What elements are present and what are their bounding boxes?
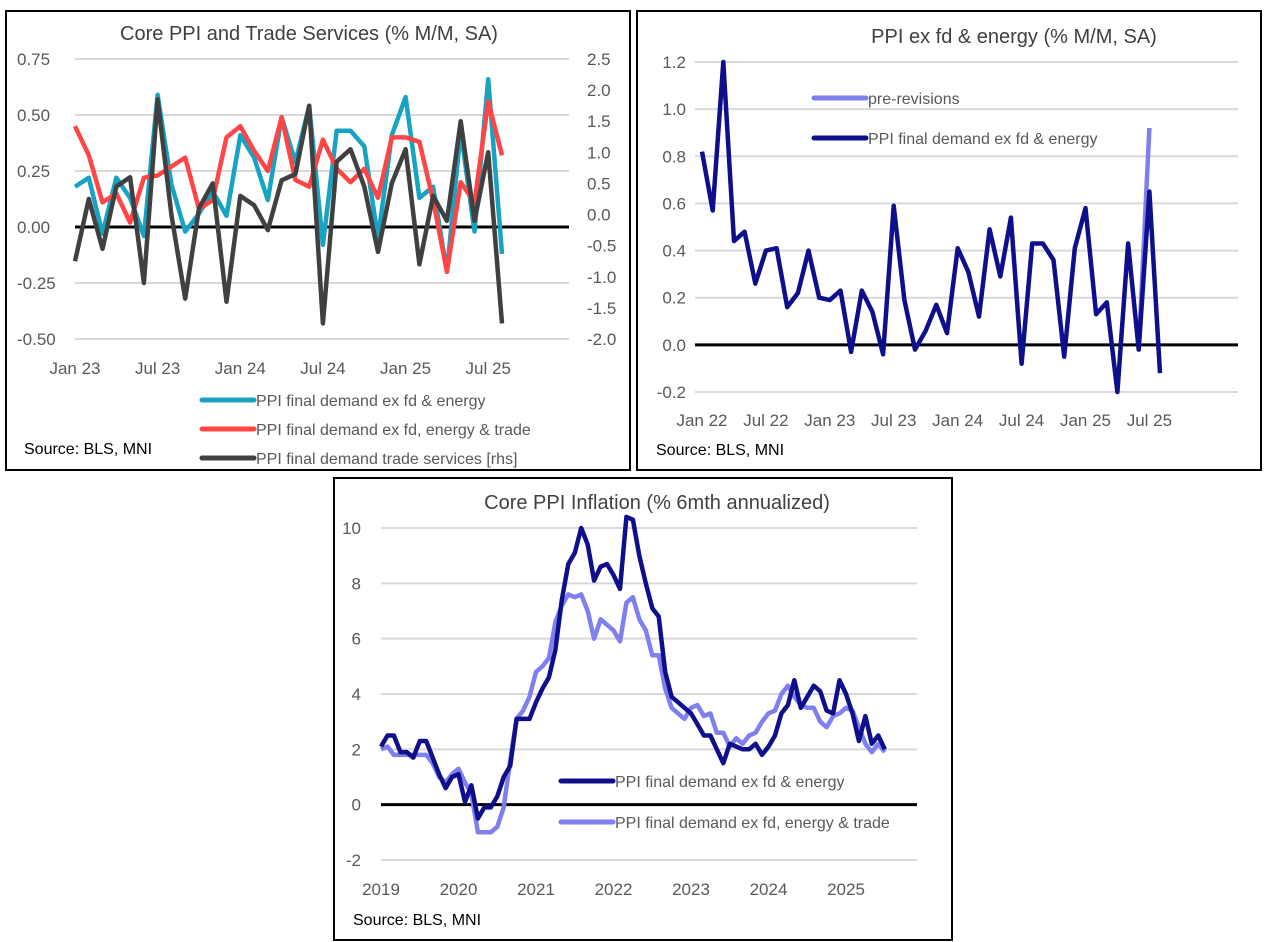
- chart3-xtick: 2025: [827, 880, 865, 899]
- chart2-xtick: Jan 23: [804, 411, 855, 430]
- chart3-svg: Core PPI Inflation (% 6mth annualized) 1…: [342, 492, 917, 929]
- chart1-xtick: Jan 23: [49, 359, 100, 378]
- chart3-ytick: 6: [352, 630, 361, 649]
- chart2-source: Source: BLS, MNI: [656, 442, 784, 459]
- chart2-ytick: 1.0: [662, 100, 686, 119]
- chart1-legend-item-label: PPI final demand ex fd & energy: [256, 393, 485, 410]
- chart1-legend-item-label: PPI final demand ex fd, energy & trade: [256, 422, 531, 439]
- chart3-xtick: 2022: [595, 880, 633, 899]
- chart-ppi-ex-fd-energy: PPI ex fd & energy (% M/M, SA) 1.2 1.0 0.8…: [636, 10, 1262, 471]
- chart2-ytick: 0.2: [662, 289, 686, 308]
- chart1-ytick-left: -0.25: [17, 274, 56, 293]
- chart1-ytick-left: 0.50: [17, 106, 50, 125]
- chart3-ytick: 2: [352, 740, 361, 759]
- chart-core-ppi-inflation: Core PPI Inflation (% 6mth annualized) 1…: [333, 477, 953, 941]
- chart3-legend-item-label: PPI final demand ex fd, energy & trade: [615, 815, 890, 832]
- chart3-title: Core PPI Inflation (% 6mth annualized): [484, 492, 830, 514]
- chart1-xtick: Jul 24: [300, 359, 345, 378]
- chart2-xtick: Jul 25: [1127, 411, 1172, 430]
- chart3-xtick: 2019: [362, 880, 400, 899]
- chart3-xtick: 2023: [672, 880, 710, 899]
- chart1-ytick-right: -2.0: [587, 330, 616, 349]
- chart2-xtick: Jul 22: [743, 411, 788, 430]
- chart1-ytick-left: 0.25: [17, 162, 50, 181]
- chart3-ytick: -2: [346, 851, 361, 870]
- chart1-ytick-left: 0.75: [17, 50, 50, 69]
- chart2-ytick: 1.2: [662, 53, 686, 72]
- chart3-series-line: [380, 592, 887, 835]
- chart3-source: Source: BLS, MNI: [353, 912, 481, 929]
- chart3-xtick: 2020: [440, 880, 478, 899]
- chart2-svg: PPI ex fd & energy (% M/M, SA) 1.2 1.0 0.8…: [656, 26, 1238, 459]
- chart1-legend-item-label: PPI final demand trade services [rhs]: [256, 451, 517, 468]
- chart-core-ppi-trade-services: Core PPI and Trade Services (% M/M, SA) …: [5, 10, 631, 471]
- chart2-ytick: 0.6: [662, 194, 686, 213]
- chart1-svg: Core PPI and Trade Services (% M/M, SA) …: [17, 23, 616, 468]
- chart1-ytick-right: 0.0: [587, 206, 611, 225]
- chart3-xtick: 2024: [750, 880, 788, 899]
- chart1-title: Core PPI and Trade Services (% M/M, SA): [120, 23, 498, 45]
- chart2-xtick: Jan 22: [676, 411, 727, 430]
- chart1-ytick-right: 1.5: [587, 112, 611, 131]
- chart2-xtick: Jan 24: [932, 411, 983, 430]
- chart1-ytick-right: 0.5: [587, 174, 611, 193]
- chart2-xtick: Jan 25: [1060, 411, 1111, 430]
- chart1-xtick: Jul 25: [466, 359, 511, 378]
- chart2-title: PPI ex fd & energy (% M/M, SA): [871, 26, 1157, 48]
- chart1-xtick: Jul 23: [135, 359, 180, 378]
- chart1-ytick-left: 0.00: [17, 218, 50, 237]
- chart1-ytick-right: 2.0: [587, 81, 611, 100]
- chart1-xtick: Jan 24: [215, 359, 266, 378]
- chart3-ytick: 10: [342, 519, 361, 538]
- chart1-ytick-right: 2.5: [587, 50, 611, 69]
- chart2-ytick: -0.2: [657, 383, 686, 402]
- chart3-ytick: 0: [352, 796, 361, 815]
- chart1-ytick-right: -1.5: [587, 299, 616, 318]
- chart1-ytick-right: -0.5: [587, 237, 616, 256]
- chart2-ytick: 0.8: [662, 147, 686, 166]
- chart1-ytick-left: -0.50: [17, 330, 56, 349]
- chart1-source: Source: BLS, MNI: [24, 441, 152, 458]
- chart2-ytick: 0.4: [662, 242, 686, 261]
- chart2-xtick: Jul 24: [999, 411, 1044, 430]
- chart2-legend-item-label: PPI final demand ex fd & energy: [868, 131, 1097, 148]
- chart1-ytick-right: -1.0: [587, 268, 616, 287]
- chart1-series-line: [72, 99, 505, 275]
- chart2-series-line: [699, 59, 1163, 395]
- chart2-ytick: 0.0: [662, 336, 686, 355]
- chart1-xtick: Jan 25: [380, 359, 431, 378]
- chart1-ytick-right: 1.0: [587, 143, 611, 162]
- chart3-ytick: 4: [352, 685, 361, 704]
- chart1-series-line: [72, 97, 505, 326]
- chart2-legend-item-label: pre-revisions: [868, 91, 960, 108]
- chart3-xtick: 2021: [517, 880, 555, 899]
- chart3-legend-item-label: PPI final demand ex fd & energy: [615, 774, 844, 791]
- chart2-xtick: Jul 23: [871, 411, 916, 430]
- chart3-ytick: 8: [352, 574, 361, 593]
